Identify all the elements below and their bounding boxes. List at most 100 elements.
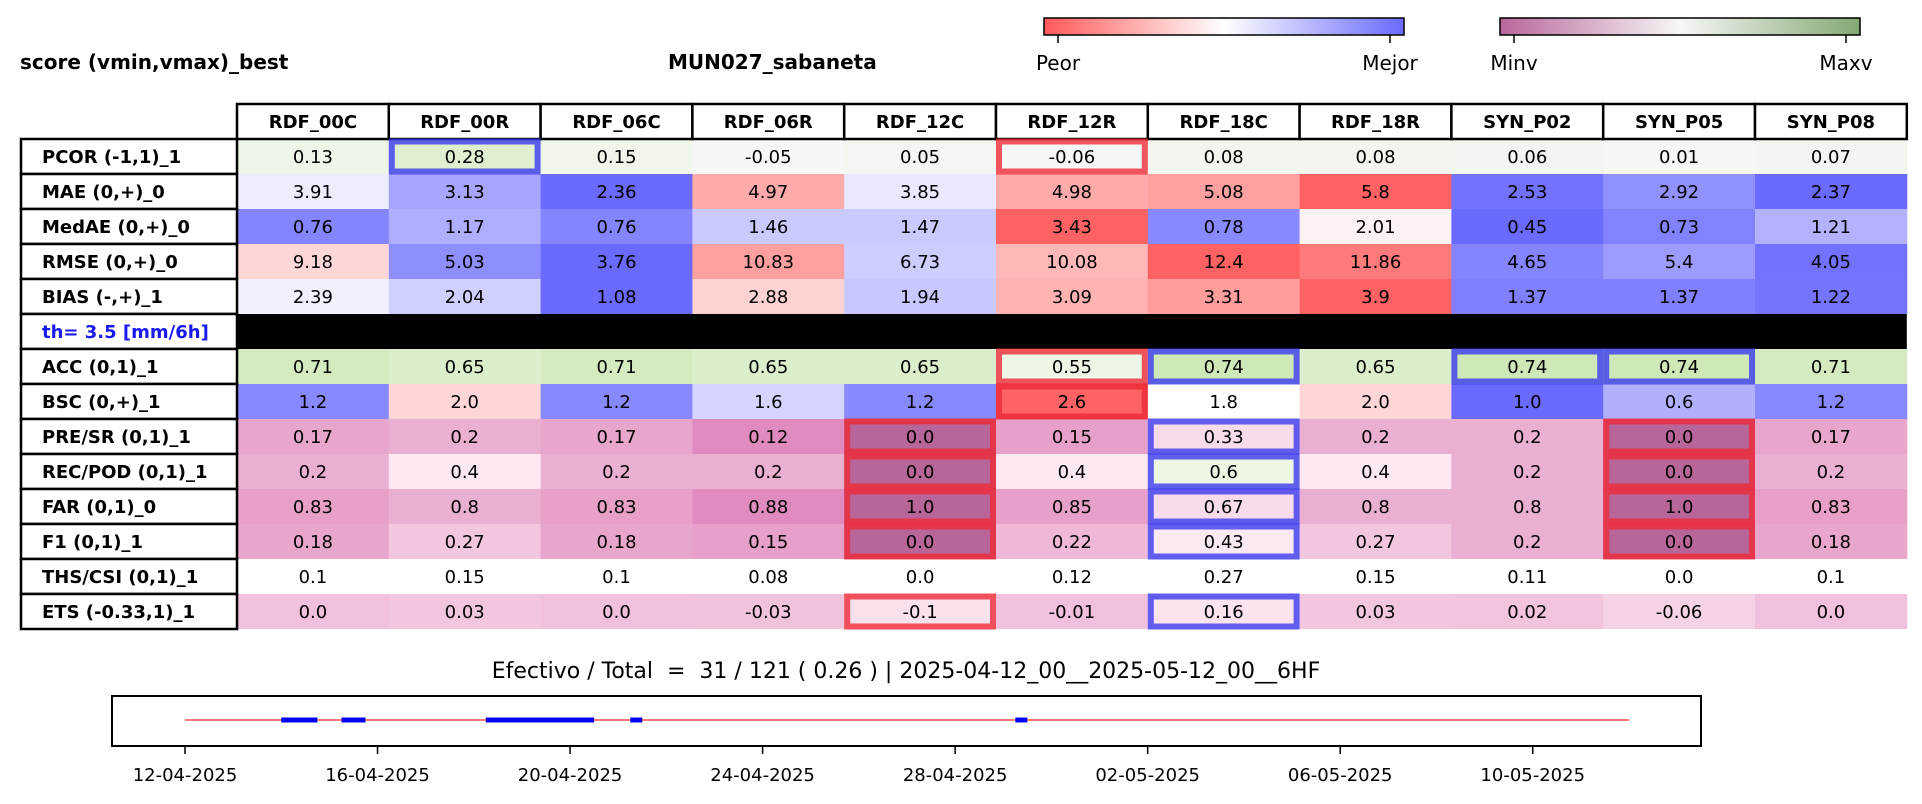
cell-value: 1.08: [596, 287, 636, 308]
cell-value: 1.37: [1659, 287, 1699, 308]
cell-value: 0.0: [1665, 567, 1694, 588]
column-header-box: [1298, 102, 1453, 141]
timeline-tick-label: 20-04-2025: [518, 765, 623, 786]
table-cell: [1147, 559, 1301, 594]
column-header-box: [235, 102, 391, 141]
cell-value: 4.97: [748, 182, 788, 203]
cell-value: 0.15: [748, 532, 788, 553]
table-cell: [388, 279, 542, 314]
table-cell: [1451, 244, 1604, 279]
timeline-tick-label: 12-04-2025: [133, 765, 238, 786]
cell-value: -0.05: [745, 147, 792, 168]
table-cell: [844, 349, 997, 384]
cell-value: -0.03: [745, 602, 792, 623]
worst-highlight: [996, 348, 1148, 385]
table-cell: [1451, 419, 1604, 454]
best-highlight: [1147, 453, 1300, 490]
cell-value: 2.04: [445, 287, 485, 308]
table-cell: [1299, 174, 1452, 209]
cell-value: 0.0: [1817, 602, 1846, 623]
cell-value: 0.12: [1052, 567, 1092, 588]
timeline-tick-label: 10-05-2025: [1480, 765, 1585, 786]
score-colorbar-high-label: Mejor: [1362, 51, 1418, 75]
column-header-box: [1146, 102, 1301, 141]
column-header: RDF_06C: [572, 112, 660, 133]
table-cell: [996, 174, 1149, 209]
cell-value: 0.07: [1811, 147, 1851, 168]
cell-value: 0.0: [1665, 427, 1694, 448]
table-cell: [1299, 454, 1452, 489]
row-label: RMSE (0,+)_0: [42, 252, 178, 273]
table-cell: [1755, 594, 1908, 629]
cell-value: 0.8: [1361, 497, 1390, 518]
cell-value: 0.15: [1052, 427, 1092, 448]
best-highlight: [388, 138, 541, 175]
worst-highlight: [1603, 488, 1755, 525]
column-header: RDF_12C: [876, 112, 964, 133]
table-cell: [388, 244, 542, 279]
table-cell: [844, 559, 997, 594]
table-cell: [844, 594, 997, 629]
cell-value: 4.05: [1811, 252, 1851, 273]
cell-value: 0.0: [906, 532, 935, 553]
cell-value: 5.4: [1665, 252, 1694, 273]
table-cell: [844, 244, 997, 279]
cell-value: 2.0: [1361, 392, 1390, 413]
row-label-box: [19, 522, 239, 561]
cell-value: 0.2: [1513, 462, 1542, 483]
cell-value: 3.43: [1052, 217, 1092, 238]
timeline-frame: [111, 695, 1702, 747]
table-cell: [1147, 349, 1301, 384]
table-cell: [1603, 139, 1756, 174]
table-cell: [237, 489, 390, 524]
table-cell: [1603, 524, 1756, 559]
table-cell: [692, 559, 845, 594]
cell-value: 1.47: [900, 217, 940, 238]
cell-value: 0.22: [1052, 532, 1092, 553]
table-cell: [1603, 174, 1756, 209]
cell-value: 0.16: [1204, 602, 1244, 623]
worst-highlight: [844, 418, 997, 455]
table-cell: [388, 349, 542, 384]
worst-highlight: [996, 383, 1148, 420]
table-cell: [540, 279, 693, 314]
score-colorbar-gradient: [1043, 17, 1405, 36]
cell-value: 0.2: [602, 462, 631, 483]
row-label: FAR (0,1)_0: [42, 497, 156, 518]
cell-value: 0.4: [1058, 462, 1087, 483]
table-cell: [1451, 279, 1604, 314]
column-header-box: [994, 102, 1150, 141]
cell-value: 0.17: [596, 427, 636, 448]
table-cell: [1299, 384, 1452, 419]
row-label-box: [19, 312, 239, 351]
cell-value: 0.1: [299, 567, 328, 588]
cell-value: 0.27: [1355, 532, 1395, 553]
value-colorbar: Minv Maxv: [1490, 17, 1873, 75]
cell-value: 0.17: [293, 427, 333, 448]
cell-value: 0.45: [1507, 217, 1547, 238]
cell-value: 2.0: [450, 392, 479, 413]
cell-value: 0.2: [1817, 462, 1846, 483]
table-text: RDF_00C RDF_00R RDF_06C RDF_06R RDF_12C RDF_1…: [42, 112, 1875, 623]
table-cell: [1755, 349, 1908, 384]
row-label: ACC (0,1)_1: [42, 357, 158, 378]
cell-value: 2.53: [1507, 182, 1547, 203]
table-cell: [1451, 559, 1604, 594]
cell-value: 0.27: [445, 532, 485, 553]
table-cell: [692, 384, 845, 419]
cell-value: 0.28: [445, 147, 485, 168]
cell-value: 0.0: [1665, 532, 1694, 553]
column-header-box: [539, 102, 694, 141]
table-cell: [1299, 559, 1452, 594]
row-label-box: [19, 417, 239, 456]
table-cell: [1603, 489, 1756, 524]
cell-value: 2.39: [293, 287, 333, 308]
cell-value: 0.08: [1204, 147, 1244, 168]
table-cell: [1755, 384, 1908, 419]
row-label-box: [19, 172, 239, 211]
table-cell: [692, 244, 845, 279]
best-highlight: [1147, 418, 1300, 455]
table-cell: [1451, 174, 1604, 209]
cell-value: 0.18: [1811, 532, 1851, 553]
